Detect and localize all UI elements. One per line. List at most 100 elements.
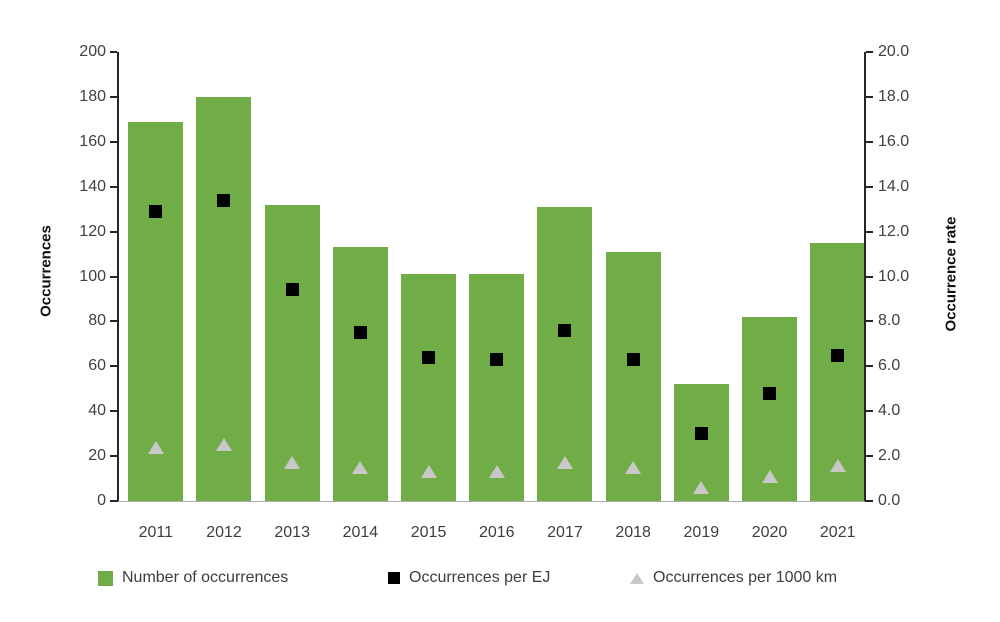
triangle-marker-2016 <box>488 465 505 479</box>
x-axis-label-2018: 2018 <box>615 524 651 541</box>
left-axis-tick-label: 200 <box>79 43 106 60</box>
triangle-marker-2017 <box>556 456 573 470</box>
left-axis-tick-label: 180 <box>79 87 106 105</box>
right-axis-tick-label: 16.0 <box>878 132 910 150</box>
right-axis-tick-label: 2.0 <box>878 447 901 465</box>
right-axis-title: Occurrence rate <box>942 216 960 332</box>
legend-item-3: Occurrences per 1000 km <box>630 568 837 588</box>
triangle-marker-2012 <box>215 438 232 452</box>
square-marker-2017 <box>558 323 572 337</box>
triangle-marker-2011 <box>147 440 164 454</box>
left-axis-tick-label: 120 <box>79 222 106 240</box>
right-axis-tick <box>866 140 873 143</box>
left-axis-tick <box>110 275 117 278</box>
left-axis-tick <box>110 95 117 98</box>
right-axis-tick-label: 18.0 <box>878 87 910 105</box>
right-axis-tick-label: 12.0 <box>878 222 910 240</box>
triangle-marker-2021 <box>829 458 846 472</box>
left-axis-tick-label: 80 <box>88 312 106 330</box>
plot-area <box>118 52 866 501</box>
left-axis-tick <box>110 51 117 53</box>
right-axis-tick-label: 0.0 <box>878 492 901 509</box>
right-axis-tick-label: 20.0 <box>878 43 910 60</box>
x-axis-line <box>118 501 865 502</box>
triangle-marker-2019 <box>693 481 710 495</box>
left-axis-tick <box>110 365 117 368</box>
left-axis-line <box>117 52 119 502</box>
legend-label: Occurrences per 1000 km <box>653 569 838 586</box>
right-axis-tick <box>866 455 873 458</box>
x-axis-label-2011: 2011 <box>138 524 173 541</box>
x-axis-label-2013: 2013 <box>274 524 310 541</box>
triangle-marker-2014 <box>352 460 369 474</box>
legend-label: Number of occurrences <box>122 569 289 586</box>
right-axis-tick-label: 14.0 <box>878 177 910 195</box>
right-axis-line <box>864 52 866 502</box>
square-marker-2021 <box>831 348 845 362</box>
right-axis-tick-label: 8.0 <box>878 312 901 330</box>
x-axis-label-2017: 2017 <box>547 524 583 541</box>
right-axis-tick <box>866 500 873 502</box>
triangle-marker-2018 <box>625 460 642 474</box>
right-axis-tick <box>866 95 873 98</box>
right-axis-tick <box>866 320 873 323</box>
square-marker-2011 <box>149 204 163 218</box>
bar-2013 <box>264 204 320 501</box>
legend-triangle-swatch <box>630 572 644 584</box>
x-axis-label-2015: 2015 <box>410 524 447 541</box>
right-axis-tick <box>866 410 873 413</box>
left-axis-tick-label: 140 <box>79 177 106 195</box>
square-marker-2013 <box>285 283 299 297</box>
bar-2015 <box>401 274 457 501</box>
bar-2021 <box>810 242 866 501</box>
triangle-marker-2013 <box>284 456 301 470</box>
left-axis-tick-label: 160 <box>79 132 106 150</box>
left-axis-tick-label: 100 <box>79 267 106 285</box>
square-marker-2012 <box>217 193 231 207</box>
left-axis-tick <box>110 320 117 323</box>
x-axis-label-2019: 2019 <box>683 524 720 541</box>
right-axis-tick <box>866 365 873 368</box>
square-marker-2016 <box>490 353 504 367</box>
left-axis-tick <box>110 500 117 502</box>
left-axis-tick <box>110 410 117 413</box>
legend-label: Occurrences per EJ <box>409 569 551 586</box>
right-axis-tick <box>866 275 873 278</box>
x-axis-label-2014: 2014 <box>342 524 379 541</box>
left-axis-tick <box>110 140 117 143</box>
bar-2016 <box>469 274 525 501</box>
triangle-marker-2020 <box>761 469 778 483</box>
bar-2012 <box>196 96 252 501</box>
left-axis-tick-label: 0 <box>97 492 106 509</box>
right-axis-tick-label: 10.0 <box>878 267 910 285</box>
left-axis-tick <box>110 185 117 188</box>
triangle-marker-2015 <box>420 465 437 479</box>
x-axis-label-2012: 2012 <box>206 524 242 541</box>
left-axis-tick-label: 20 <box>88 447 106 465</box>
legend-item-2: Occurrences per EJ <box>388 568 550 588</box>
legend-black-swatch <box>388 572 400 584</box>
square-marker-2019 <box>694 427 708 441</box>
square-marker-2014 <box>353 326 367 340</box>
square-marker-2015 <box>422 350 436 364</box>
bar-2014 <box>332 247 388 501</box>
square-marker-2020 <box>763 386 776 400</box>
x-axis-label-2020: 2020 <box>751 524 788 541</box>
right-axis-tick <box>866 185 873 188</box>
legend-green-swatch <box>98 570 113 586</box>
bar-2011 <box>128 121 184 501</box>
left-axis-tick-label: 40 <box>88 402 106 420</box>
bar-2017 <box>537 206 593 501</box>
right-axis-tick <box>866 230 873 233</box>
left-axis-tick <box>110 230 117 233</box>
x-axis-label-2016: 2016 <box>478 524 515 541</box>
x-axis-label-2021: 2021 <box>819 524 856 541</box>
bar-2018 <box>605 251 661 501</box>
legend-item-1: Number of occurrences <box>98 568 288 588</box>
left-axis-tick-label: 60 <box>88 357 106 375</box>
right-axis-tick-label: 4.0 <box>878 402 901 420</box>
left-axis-tick <box>110 455 117 458</box>
right-axis-tick <box>866 51 873 53</box>
right-axis-tick-label: 6.0 <box>878 357 901 375</box>
